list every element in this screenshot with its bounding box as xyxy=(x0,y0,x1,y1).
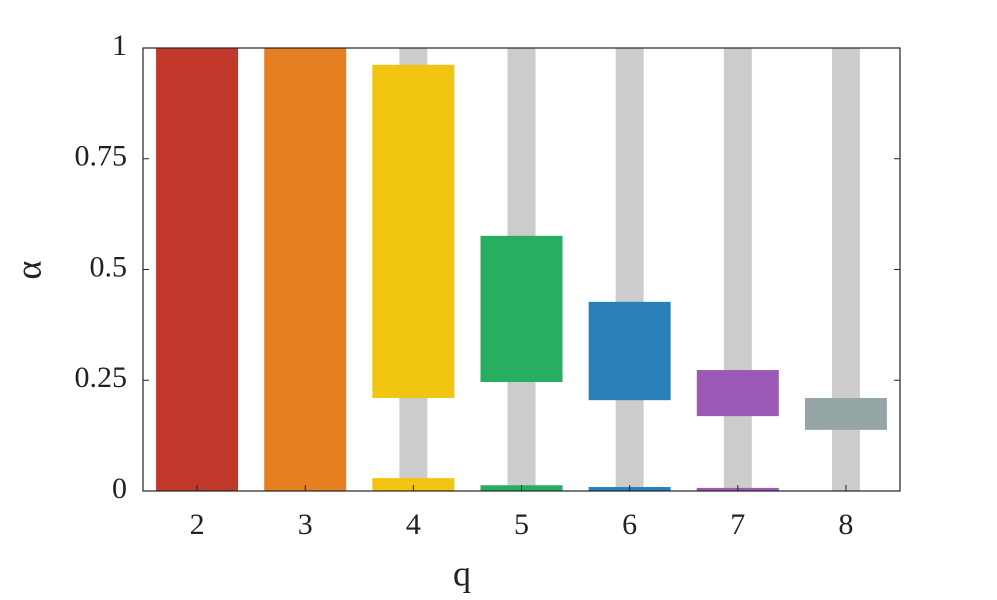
range-bar xyxy=(264,48,347,491)
x-tick-label: 6 xyxy=(622,508,637,541)
y-axis-label: α xyxy=(8,260,48,279)
range-bar xyxy=(156,48,239,491)
y-tick-label: 1 xyxy=(112,29,127,62)
x-tick-label: 4 xyxy=(406,508,421,541)
x-axis-label: q xyxy=(453,553,471,593)
y-tick-label: 0.5 xyxy=(90,250,128,283)
range-bar xyxy=(588,301,671,401)
x-tick-label: 5 xyxy=(514,508,529,541)
range-bar xyxy=(804,397,887,430)
y-tick-label: 0.25 xyxy=(75,361,128,394)
x-tick-label: 7 xyxy=(730,508,745,541)
background-column xyxy=(615,48,644,491)
y-tick-label: 0.75 xyxy=(75,140,128,173)
bottom-bar xyxy=(372,478,455,491)
range-bar xyxy=(372,64,455,398)
y-tick-label: 0 xyxy=(112,472,127,505)
range-bar xyxy=(480,235,563,383)
x-tick-label: 2 xyxy=(190,508,205,541)
background-column xyxy=(723,48,752,491)
range-bar xyxy=(696,370,779,417)
x-tick-label: 8 xyxy=(838,508,853,541)
x-tick-label: 3 xyxy=(298,508,313,541)
